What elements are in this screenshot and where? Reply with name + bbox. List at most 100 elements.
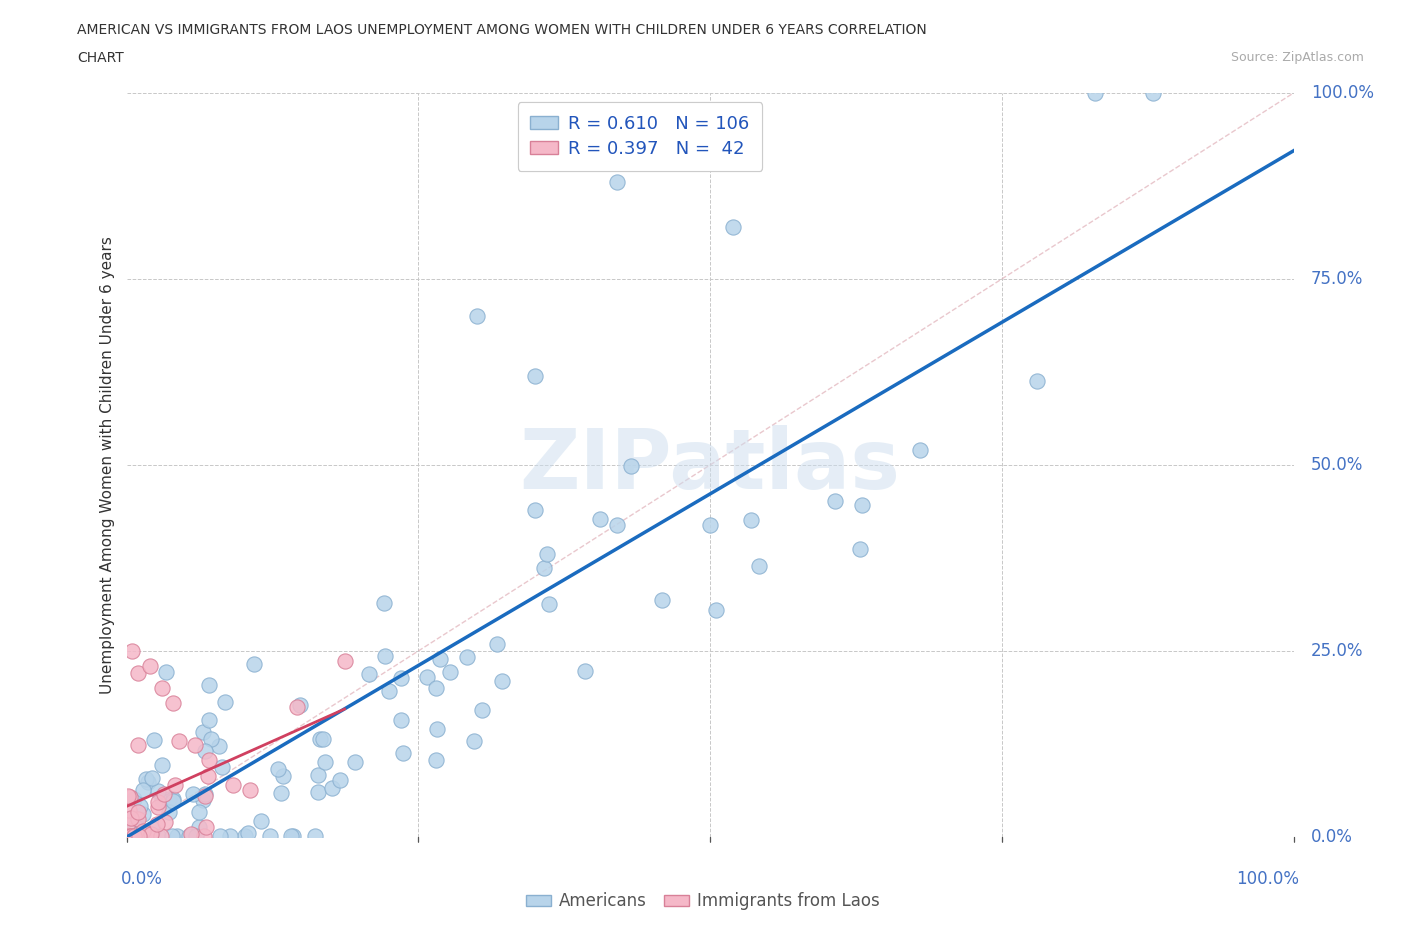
Point bbox=[120, 829, 142, 844]
Point bbox=[188, 804, 211, 819]
Point bbox=[267, 762, 290, 777]
Point bbox=[219, 829, 242, 844]
Point bbox=[184, 737, 207, 752]
Point bbox=[128, 829, 150, 844]
Text: 0.0%: 0.0% bbox=[121, 870, 163, 888]
Point bbox=[333, 654, 356, 669]
Point bbox=[308, 732, 330, 747]
Point bbox=[312, 732, 335, 747]
Point bbox=[162, 791, 184, 806]
Text: 0.0%: 0.0% bbox=[1310, 828, 1353, 846]
Point bbox=[588, 512, 610, 526]
Point bbox=[378, 684, 401, 698]
Point bbox=[329, 773, 352, 788]
Point bbox=[150, 758, 173, 773]
Point bbox=[142, 733, 165, 748]
Point bbox=[146, 829, 169, 844]
Point bbox=[120, 789, 142, 804]
Point bbox=[148, 795, 170, 810]
Point bbox=[194, 743, 217, 758]
Point bbox=[537, 597, 560, 612]
Point bbox=[197, 752, 219, 767]
Legend: R = 0.610   N = 106, R = 0.397   N =  42: R = 0.610 N = 106, R = 0.397 N = 42 bbox=[517, 102, 762, 170]
Text: 25.0%: 25.0% bbox=[1310, 642, 1364, 660]
Point bbox=[194, 820, 217, 835]
Point bbox=[125, 827, 148, 842]
Point bbox=[208, 829, 231, 844]
Point bbox=[122, 791, 145, 806]
Point bbox=[214, 695, 236, 710]
Point bbox=[740, 513, 762, 528]
Point bbox=[157, 793, 180, 808]
Point bbox=[150, 793, 173, 808]
Point bbox=[198, 712, 221, 727]
Point bbox=[271, 769, 294, 784]
Point bbox=[191, 725, 214, 740]
Legend: Americans, Immigrants from Laos: Americans, Immigrants from Laos bbox=[519, 885, 887, 917]
Point bbox=[146, 800, 169, 815]
Point bbox=[429, 652, 451, 667]
Point bbox=[849, 542, 872, 557]
Point bbox=[127, 812, 149, 827]
Point bbox=[180, 826, 202, 841]
Point bbox=[131, 823, 153, 838]
Point bbox=[166, 829, 188, 844]
Point bbox=[187, 820, 209, 835]
Text: Source: ZipAtlas.com: Source: ZipAtlas.com bbox=[1230, 51, 1364, 64]
Point bbox=[145, 817, 167, 831]
Point bbox=[131, 783, 153, 798]
Text: 100.0%: 100.0% bbox=[1236, 870, 1299, 888]
Point bbox=[179, 829, 201, 844]
Point bbox=[162, 793, 184, 808]
Point bbox=[426, 722, 449, 737]
Point bbox=[127, 804, 149, 819]
Point bbox=[239, 783, 262, 798]
Point bbox=[389, 671, 412, 685]
Point bbox=[470, 702, 492, 717]
Point bbox=[851, 498, 873, 512]
Point bbox=[117, 829, 139, 844]
Point bbox=[141, 827, 163, 842]
Point bbox=[118, 803, 141, 817]
Point bbox=[132, 807, 155, 822]
Point bbox=[1026, 374, 1049, 389]
Point bbox=[117, 812, 139, 827]
Point bbox=[392, 746, 415, 761]
Point bbox=[374, 648, 396, 663]
Point bbox=[139, 829, 162, 844]
Point bbox=[208, 738, 231, 753]
Point bbox=[120, 810, 142, 825]
Point bbox=[249, 814, 271, 829]
Point bbox=[194, 788, 217, 803]
Point bbox=[343, 754, 366, 769]
Point bbox=[167, 734, 190, 749]
Y-axis label: Unemployment Among Women with Children Under 6 years: Unemployment Among Women with Children U… bbox=[100, 236, 115, 694]
Point bbox=[523, 368, 546, 383]
Point bbox=[304, 829, 326, 844]
Point bbox=[128, 829, 150, 844]
Point bbox=[456, 649, 478, 664]
Point bbox=[162, 829, 184, 844]
Point bbox=[314, 755, 336, 770]
Point bbox=[523, 502, 546, 517]
Point bbox=[233, 829, 256, 844]
Point bbox=[181, 787, 204, 802]
Point bbox=[425, 752, 447, 767]
Text: ZIPatlas: ZIPatlas bbox=[520, 424, 900, 506]
Point bbox=[243, 657, 266, 671]
Point bbox=[465, 309, 488, 324]
Point bbox=[132, 829, 155, 844]
Point bbox=[193, 829, 215, 844]
Point bbox=[463, 733, 485, 748]
Point bbox=[150, 681, 173, 696]
Point bbox=[153, 786, 176, 801]
Point bbox=[307, 768, 329, 783]
Point bbox=[238, 826, 260, 841]
Text: 100.0%: 100.0% bbox=[1310, 84, 1374, 102]
Text: 75.0%: 75.0% bbox=[1310, 270, 1364, 288]
Point bbox=[606, 517, 628, 532]
Point bbox=[1142, 86, 1164, 100]
Text: CHART: CHART bbox=[77, 51, 124, 65]
Point bbox=[120, 829, 142, 844]
Point bbox=[321, 780, 343, 795]
